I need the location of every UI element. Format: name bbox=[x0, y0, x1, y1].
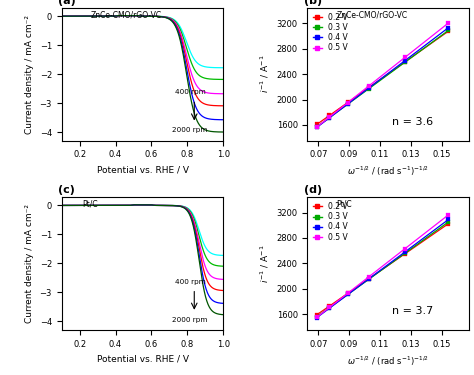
X-axis label: $\omega^{-1/2}$ / (rad s$^{-1}$)$^{-1/2}$: $\omega^{-1/2}$ / (rad s$^{-1}$)$^{-1/2}… bbox=[347, 354, 429, 368]
Y-axis label: $i^{-1}$ / A$^{-1}$: $i^{-1}$ / A$^{-1}$ bbox=[259, 244, 271, 283]
Text: (c): (c) bbox=[58, 185, 75, 195]
Legend: 0.2 V, 0.3 V, 0.4 V, 0.5 V: 0.2 V, 0.3 V, 0.4 V, 0.5 V bbox=[311, 11, 349, 54]
Text: 400 rpm: 400 rpm bbox=[175, 90, 206, 96]
X-axis label: $\omega^{-1/2}$ / (rad s$^{-1}$)$^{-1/2}$: $\omega^{-1/2}$ / (rad s$^{-1}$)$^{-1/2}… bbox=[347, 165, 429, 178]
Text: (b): (b) bbox=[304, 0, 322, 6]
Text: 2000 rpm: 2000 rpm bbox=[172, 128, 207, 134]
Text: ZnCe-CMO/rGO-VC: ZnCe-CMO/rGO-VC bbox=[91, 10, 162, 19]
X-axis label: Potential vs. RHE / V: Potential vs. RHE / V bbox=[97, 354, 189, 363]
Text: n = 3.6: n = 3.6 bbox=[392, 117, 433, 127]
Text: 2000 rpm: 2000 rpm bbox=[172, 316, 207, 322]
X-axis label: Potential vs. RHE / V: Potential vs. RHE / V bbox=[97, 165, 189, 174]
Text: ZnCe-CMO/rGO-VC: ZnCe-CMO/rGO-VC bbox=[337, 10, 408, 19]
Text: Pt/C: Pt/C bbox=[337, 200, 352, 208]
Legend: 0.2 V, 0.3 V, 0.4 V, 0.5 V: 0.2 V, 0.3 V, 0.4 V, 0.5 V bbox=[311, 201, 349, 243]
Text: (a): (a) bbox=[58, 0, 76, 6]
Text: 400 rpm: 400 rpm bbox=[175, 279, 206, 285]
Y-axis label: Current density / mA cm⁻²: Current density / mA cm⁻² bbox=[25, 15, 34, 134]
Y-axis label: Current density / mA cm⁻²: Current density / mA cm⁻² bbox=[25, 204, 34, 323]
Y-axis label: $i^{-1}$ / A$^{-1}$: $i^{-1}$ / A$^{-1}$ bbox=[259, 55, 271, 93]
Text: (d): (d) bbox=[304, 185, 322, 195]
Text: Pt/C: Pt/C bbox=[82, 200, 98, 208]
Text: n = 3.7: n = 3.7 bbox=[392, 306, 433, 316]
